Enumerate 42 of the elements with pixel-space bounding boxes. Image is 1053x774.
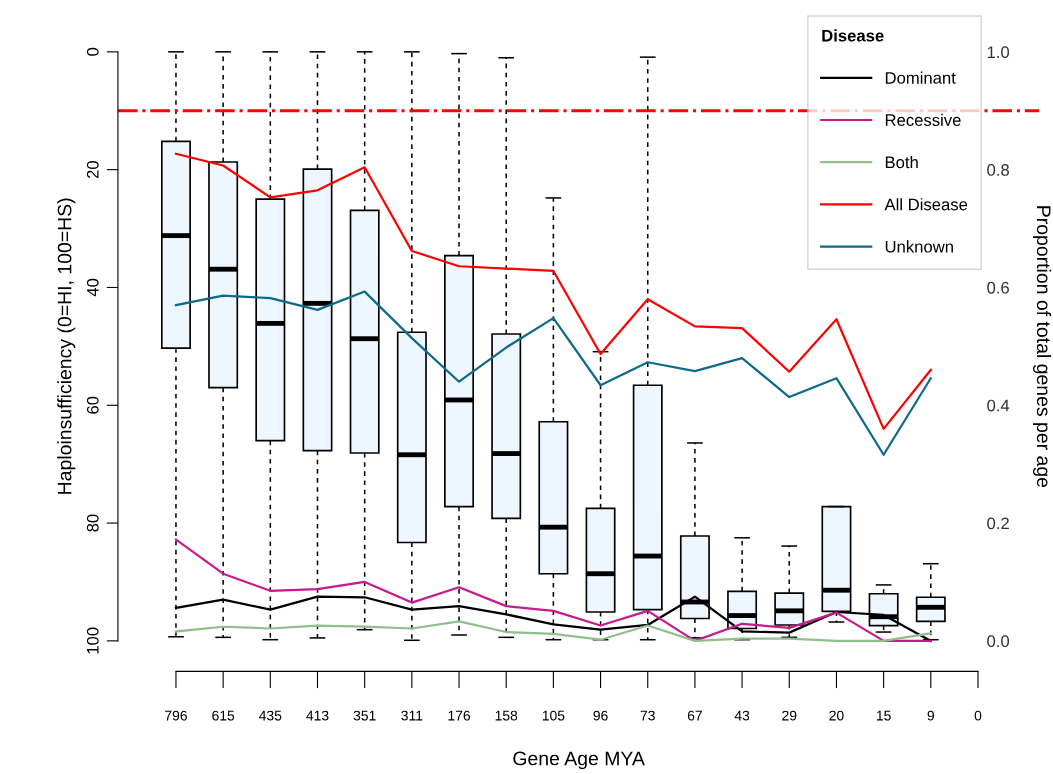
x-tick-label: 796	[165, 710, 187, 721]
x-axis-title: Gene Age MYA	[513, 751, 645, 770]
y-tick-label: 80	[86, 514, 99, 532]
x-tick-label: 29	[782, 710, 797, 721]
legend-label: Dominant	[885, 71, 956, 84]
line-series	[174, 290, 932, 456]
y-tick-label: 60	[86, 396, 99, 414]
x-tick-label: 435	[259, 710, 282, 721]
legend-title: Disease	[822, 29, 884, 42]
x-tick-label: 0	[974, 710, 982, 721]
y2-tick-label: 0.2	[987, 517, 1009, 530]
y2-tick-label: 0.4	[987, 399, 1010, 412]
y-tick-label: 0	[86, 47, 99, 56]
line-series	[174, 538, 932, 642]
x-tick-label: 413	[306, 710, 329, 721]
y2-tick-label: 0.6	[987, 281, 1009, 294]
legend-label: Recessive	[885, 113, 961, 126]
y-tick-label: 20	[86, 161, 99, 179]
x-tick-label: 15	[876, 710, 891, 721]
y2-axis-title: Proportion of total genes per age	[1033, 206, 1052, 488]
legend-label: Both	[885, 155, 918, 169]
x-tick-label: 43	[734, 710, 750, 721]
x-tick-label: 96	[593, 710, 608, 721]
x-tick-label: 176	[448, 710, 471, 721]
legend-label: Unknown	[885, 240, 953, 253]
x-tick-label: 351	[353, 710, 376, 721]
x-tick-label: 67	[687, 710, 702, 721]
y2-tick-label: 0.0	[987, 635, 1010, 648]
legend-label: All Disease	[884, 198, 968, 211]
y-tick-label: 40	[86, 278, 99, 297]
y2-tick-label: 0.8	[987, 164, 1009, 176]
x-tick-label: 615	[212, 710, 235, 721]
y-axis-title: Haploinsufficiency (0=HI, 100=HS)	[57, 198, 76, 494]
x-tick-label: 9	[927, 710, 935, 721]
line-series	[174, 620, 932, 642]
y2-tick-label: 1.0	[987, 46, 1010, 59]
x-tick-label: 311	[401, 710, 423, 721]
x-tick-label: 73	[640, 710, 655, 721]
y-tick-label: 100	[86, 627, 99, 654]
x-tick-label: 105	[542, 710, 565, 721]
x-tick-label: 20	[829, 710, 844, 721]
x-tick-label: 158	[495, 710, 518, 721]
